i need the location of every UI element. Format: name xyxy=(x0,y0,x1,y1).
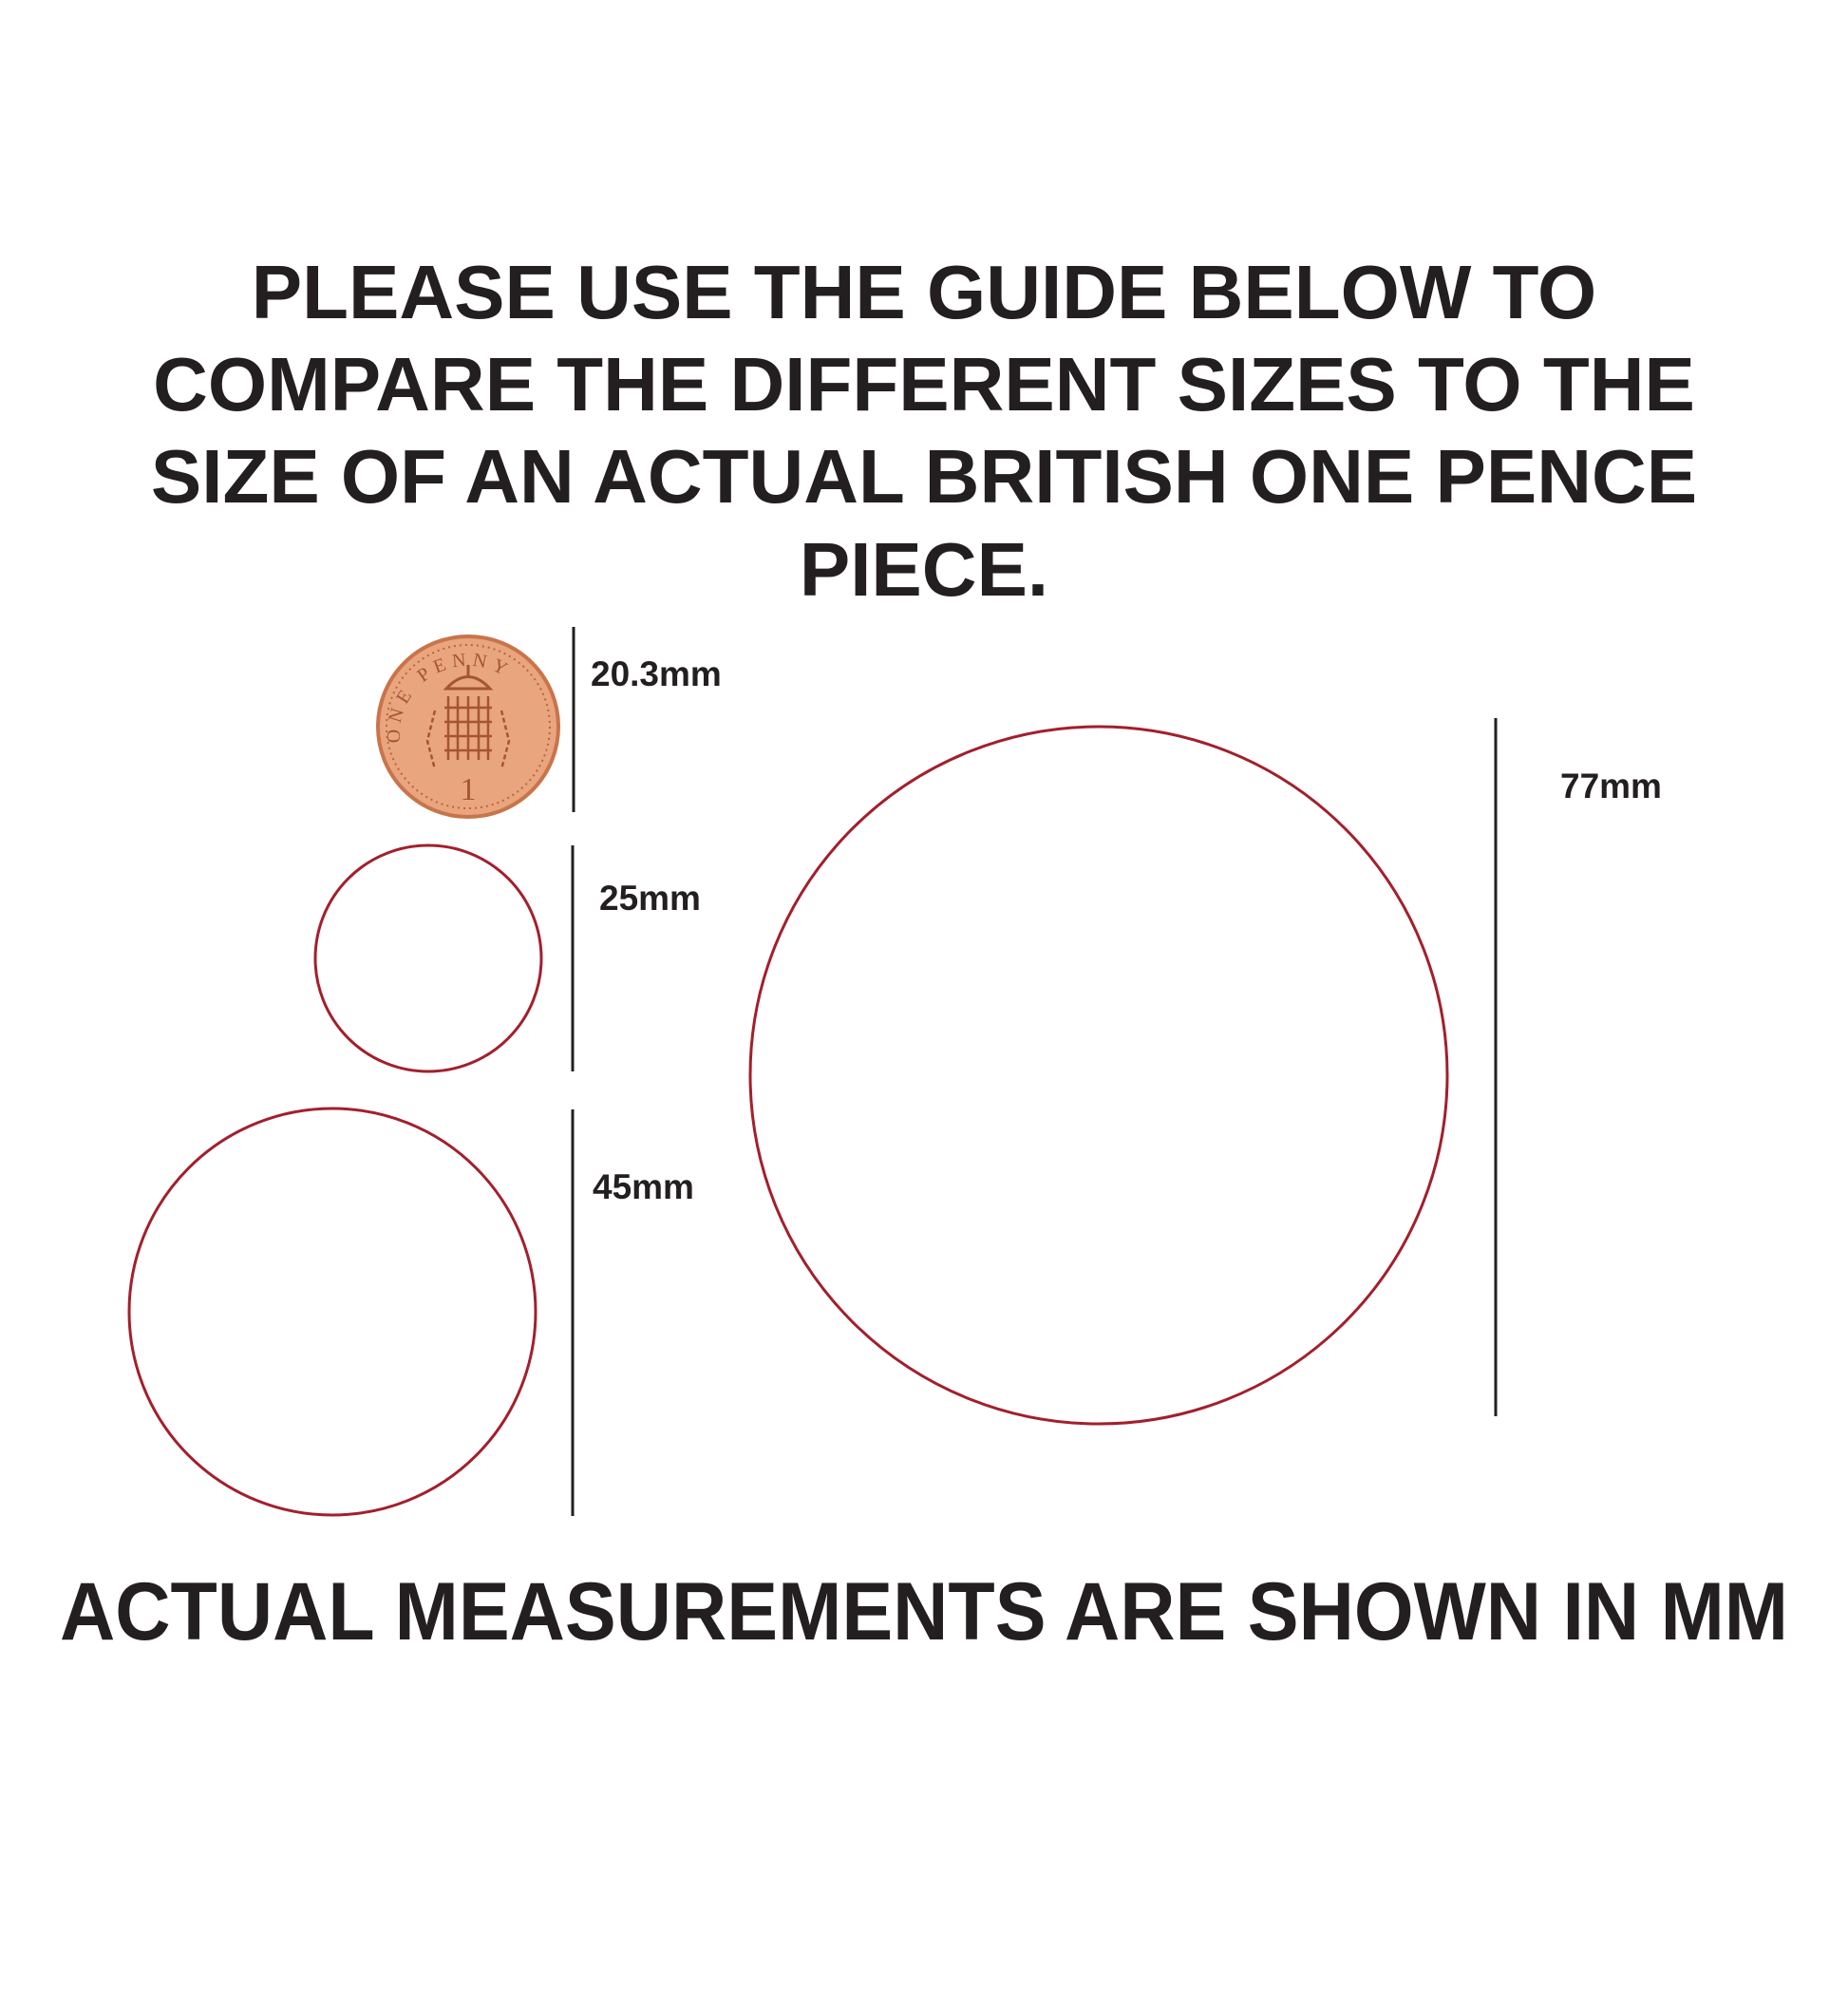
label-45mm: 45mm xyxy=(593,1167,694,1206)
label-77mm: 77mm xyxy=(1560,767,1662,805)
circle-77mm xyxy=(748,725,1449,1426)
coin-label: 20.3mm xyxy=(591,654,722,693)
footer-note: ACTUAL MEASUREMENTS ARE SHOWN IN MM xyxy=(60,1566,1788,1658)
one-penny-coin: ONE PENNY 1 xyxy=(376,635,560,819)
title-line-4: PIECE. xyxy=(800,527,1048,612)
title-line-1: PLEASE USE THE GUIDE BELOW TO xyxy=(252,250,1596,334)
coin-numeral: 1 xyxy=(461,772,477,807)
title-line-3: SIZE OF AN ACTUAL BRITISH ONE PENCE xyxy=(151,434,1697,519)
circle-45mm xyxy=(127,1107,537,1517)
title: PLEASE USE THE GUIDE BELOW TO COMPARE TH… xyxy=(151,250,1697,612)
title-line-2: COMPARE THE DIFFERENT SIZES TO THE xyxy=(153,342,1695,426)
label-25mm: 25mm xyxy=(599,879,701,918)
circle-25mm xyxy=(313,843,543,1073)
